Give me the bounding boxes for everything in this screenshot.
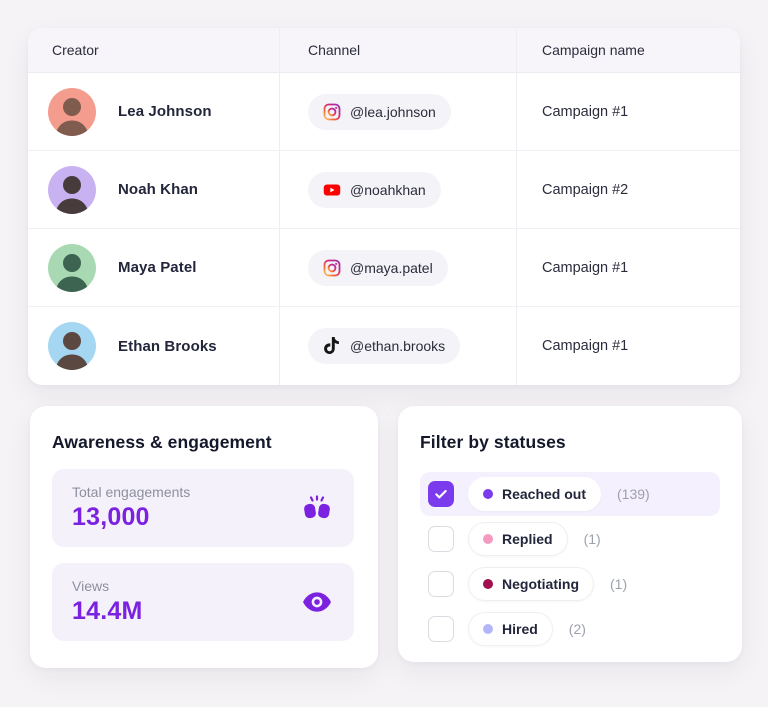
- status-label: Negotiating: [502, 576, 579, 592]
- creator-name: Ethan Brooks: [118, 337, 217, 355]
- status-label: Replied: [502, 531, 553, 547]
- status-count: (1): [583, 531, 601, 547]
- table-row[interactable]: Maya Patel @maya.patel Campaign #1: [28, 229, 740, 307]
- views-stat: Views 14.4M: [52, 563, 354, 641]
- creator-name: Noah Khan: [118, 181, 199, 198]
- avatar: [48, 243, 96, 292]
- instagram-icon: [323, 103, 341, 121]
- stat-label: Views: [72, 578, 110, 594]
- filter-by-statuses-card: Filter by statuses Reached out (139) Rep…: [398, 406, 742, 662]
- column-header-creator: Creator: [52, 42, 99, 58]
- table-row[interactable]: Noah Khan @noahkhan Campaign #2: [28, 151, 740, 229]
- stat-text: Views 14.4M: [72, 578, 142, 626]
- awareness-engagement-card: Awareness & engagement Total engagements…: [30, 406, 378, 668]
- channel-cell: @noahkhan: [279, 151, 516, 228]
- stat-label: Total engagements: [72, 484, 191, 500]
- stat-value: 13,000: [72, 503, 150, 531]
- channel-badge[interactable]: @ethan.brooks: [308, 328, 461, 364]
- youtube-icon: [323, 181, 341, 199]
- status-count: (1): [610, 576, 628, 592]
- channel-cell: @maya.patel: [279, 229, 516, 306]
- channel-cell: @ethan.brooks: [279, 307, 516, 385]
- table-row[interactable]: Ethan Brooks @ethan.brooks Campaign #1: [28, 307, 740, 385]
- status-pill: Negotiating: [468, 567, 594, 601]
- channel-cell: @lea.johnson: [279, 73, 516, 150]
- campaign-cell: Campaign #1: [516, 73, 740, 150]
- tiktok-icon: [323, 337, 341, 355]
- filter-option-replied[interactable]: Replied (1): [420, 517, 720, 561]
- checkbox-unchecked[interactable]: [428, 616, 454, 642]
- campaign-cell: Campaign #1: [516, 229, 740, 306]
- campaign-name: Campaign #2: [542, 181, 629, 198]
- table-row[interactable]: Lea Johnson @lea.johnson Campaign #1: [28, 73, 740, 151]
- channel-badge[interactable]: @noahkhan: [308, 171, 441, 208]
- channel-handle: @noahkhan: [350, 181, 426, 198]
- status-filter-list: Reached out (139) Replied (1) Negotiatin…: [420, 472, 720, 651]
- campaign-name: Campaign #1: [542, 103, 629, 120]
- avatar: [48, 322, 96, 370]
- cheers-icon: [300, 494, 334, 522]
- campaign-cell: Campaign #1: [516, 307, 740, 385]
- creators-table: Creator Channel Campaign name Lea Johnso…: [28, 28, 740, 385]
- status-pill: Hired: [468, 612, 553, 646]
- total-engagements-stat: Total engagements 13,000: [52, 469, 354, 547]
- status-pill: Reached out: [468, 477, 602, 511]
- checkbox-unchecked[interactable]: [428, 571, 454, 597]
- column-header-channel: Channel: [279, 28, 516, 72]
- column-header-campaign: Campaign name: [516, 28, 740, 72]
- stat-text: Total engagements 13,000: [72, 484, 190, 532]
- creator-cell: Lea Johnson: [28, 73, 279, 150]
- checkbox-checked[interactable]: [428, 481, 454, 507]
- status-dot: [483, 534, 493, 544]
- filter-option-negotiating[interactable]: Negotiating (1): [420, 562, 720, 606]
- eye-icon: [300, 588, 334, 616]
- status-label: Reached out: [502, 486, 587, 502]
- channel-badge[interactable]: @maya.patel: [308, 249, 448, 286]
- channel-handle: @maya.patel: [350, 259, 433, 276]
- filter-option-hired[interactable]: Hired (2): [420, 607, 720, 651]
- creator-cell: Ethan Brooks: [28, 307, 279, 385]
- avatar: [48, 87, 96, 136]
- checkbox-unchecked[interactable]: [428, 526, 454, 552]
- status-pill: Replied: [468, 522, 568, 556]
- status-dot: [483, 489, 493, 499]
- filter-option-reached-out[interactable]: Reached out (139): [420, 472, 720, 516]
- avatar: [48, 165, 96, 214]
- status-dot: [483, 624, 493, 634]
- status-label: Hired: [502, 621, 538, 637]
- campaign-name: Campaign #1: [542, 338, 629, 354]
- channel-handle: @lea.johnson: [350, 103, 436, 120]
- creator-cell: Noah Khan: [28, 151, 279, 228]
- creator-cell: Maya Patel: [28, 229, 279, 306]
- filter-card-title: Filter by statuses: [420, 432, 566, 452]
- campaign-cell: Campaign #2: [516, 151, 740, 228]
- table-header-row: Creator Channel Campaign name: [28, 28, 740, 73]
- status-count: (139): [617, 486, 650, 502]
- campaign-name: Campaign #1: [542, 259, 629, 276]
- status-count: (2): [568, 621, 586, 637]
- stat-value: 14.4M: [72, 597, 143, 625]
- status-dot: [483, 579, 493, 589]
- channel-handle: @ethan.brooks: [350, 338, 446, 354]
- instagram-icon: [323, 259, 341, 277]
- creator-name: Lea Johnson: [118, 103, 212, 120]
- creator-name: Maya Patel: [118, 259, 197, 276]
- awareness-card-title: Awareness & engagement: [52, 432, 272, 452]
- channel-badge[interactable]: @lea.johnson: [308, 93, 451, 130]
